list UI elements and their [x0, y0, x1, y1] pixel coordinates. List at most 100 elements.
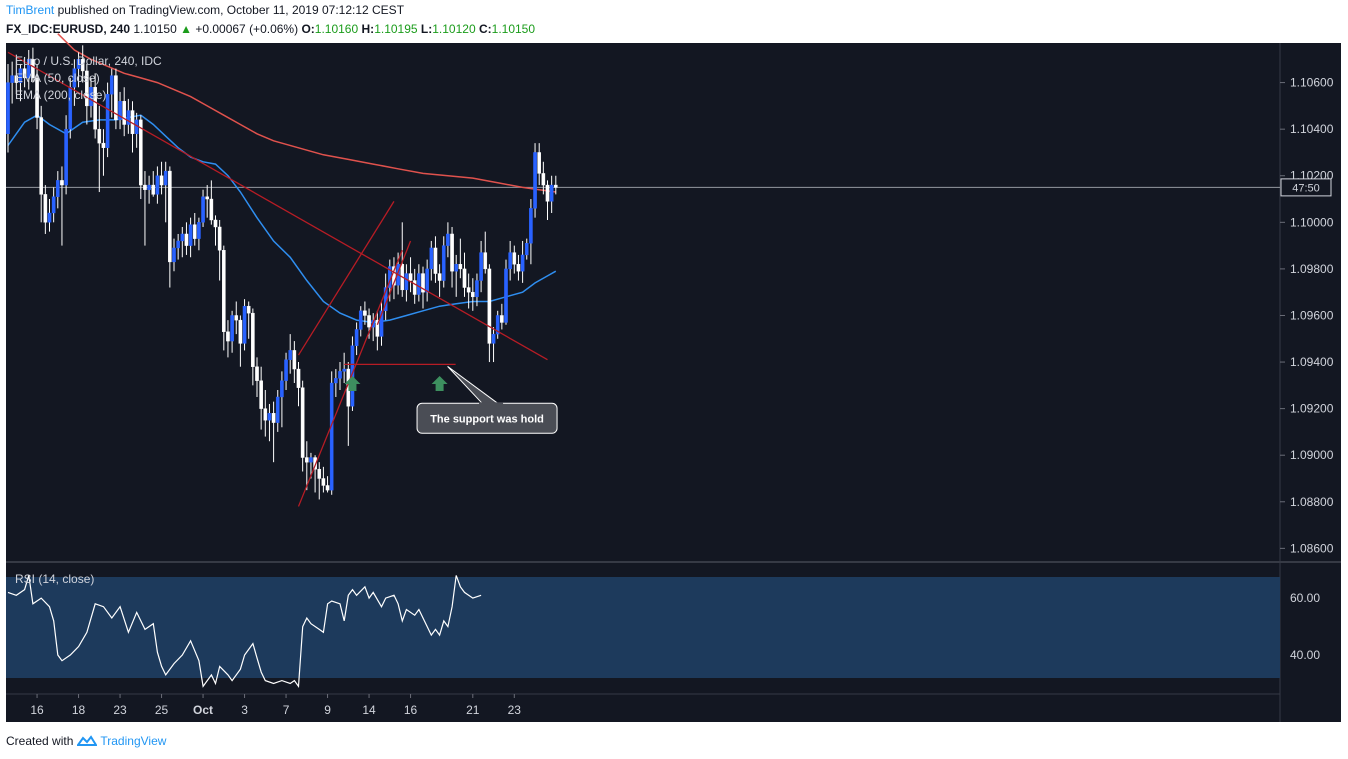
candle-up — [446, 233, 450, 246]
up-arrow-icon — [431, 376, 448, 392]
time-axis: 16 18 23 25 Oct 3 7 9 14 16 21 23 — [30, 694, 521, 717]
candle-down — [234, 315, 239, 321]
candle-up — [524, 243, 529, 256]
candle-down — [408, 273, 413, 281]
candle-down — [205, 196, 210, 200]
high-value: 1.10195 — [374, 22, 418, 36]
candle-down — [43, 194, 48, 223]
candle-down — [31, 59, 35, 79]
candle-up — [379, 310, 384, 337]
candle-down — [192, 224, 197, 239]
candle-up — [56, 180, 60, 197]
symbol-label: FX_IDC:EURUSD, 240 — [6, 22, 131, 36]
candle-up — [197, 222, 201, 239]
up-arrow-icon — [344, 376, 361, 392]
time-tick-label: 23 — [113, 703, 127, 717]
price-tick-label: 1.09600 — [1290, 308, 1334, 322]
ema50-line — [7, 114, 557, 324]
time-tick-label: 23 — [508, 703, 522, 717]
price-change: +0.00067 (+0.06%) — [195, 22, 299, 36]
close-value: 1.10150 — [491, 22, 536, 36]
candle-down — [143, 184, 147, 190]
candle-up — [176, 240, 180, 249]
time-tick-label: 18 — [72, 703, 86, 717]
candle-down — [363, 310, 367, 316]
candle-up — [275, 396, 280, 423]
candle-up — [105, 94, 110, 148]
author-link[interactable]: TimBrent — [6, 3, 55, 17]
candle-up — [230, 315, 234, 342]
candle-up — [242, 305, 247, 344]
tradingview-logo-icon — [77, 735, 98, 746]
legend-ema50: EMA (50, close) — [15, 71, 100, 85]
footer: Created with TradingView — [6, 734, 166, 748]
candle-down — [433, 247, 438, 274]
rising-channel-mid — [376, 240, 412, 326]
candle-down — [458, 264, 463, 270]
candle-up — [47, 212, 52, 223]
candle-up — [51, 196, 56, 214]
time-tick-label: 25 — [155, 703, 169, 717]
candle-down — [554, 184, 558, 188]
candle-up — [72, 68, 77, 88]
callout-text: The support was hold — [430, 413, 544, 425]
candle-down — [545, 184, 550, 202]
candle-down — [93, 87, 97, 130]
time-tick-label: 14 — [362, 703, 376, 717]
time-tick-label: 9 — [324, 703, 331, 717]
candle-up — [354, 329, 359, 346]
candle-down — [483, 252, 488, 270]
tradingview-link[interactable]: TradingView — [100, 734, 167, 748]
candle-up — [89, 87, 93, 107]
candle-up — [441, 245, 446, 281]
low-value: 1.10120 — [432, 22, 476, 36]
current-price-tag: 47:50 — [1280, 178, 1332, 197]
high-label: H: — [361, 22, 375, 36]
candle-down — [512, 252, 517, 265]
candle-up — [18, 68, 23, 83]
candle-up — [429, 247, 434, 270]
candle-down — [471, 291, 475, 298]
ema200-line — [57, 33, 556, 193]
candle-down — [325, 485, 330, 491]
candle-down — [209, 198, 214, 221]
rsi-band — [6, 577, 1280, 678]
rsi-axis: 60.00 40.00 — [1290, 591, 1320, 662]
candle-down — [97, 128, 102, 144]
callout-joint — [479, 402, 504, 406]
legend-ema200: EMA (200, close) — [15, 88, 106, 102]
candle-down — [516, 264, 521, 272]
candle-down — [296, 368, 301, 388]
time-tick-label: 16 — [404, 703, 418, 717]
candle-up — [508, 252, 512, 270]
candle-down — [321, 478, 326, 486]
candle-down — [500, 315, 504, 323]
candle-down — [421, 273, 425, 293]
candle-down — [101, 142, 106, 148]
change-up-icon: ▲ — [180, 22, 192, 36]
candle-down — [487, 268, 492, 344]
candle-down — [221, 250, 226, 332]
created-with-text: Created with — [6, 734, 74, 748]
candle-down — [462, 268, 467, 288]
price-tick-label: 1.09000 — [1290, 448, 1334, 462]
low-label: L: — [420, 22, 433, 36]
candles-layer — [6, 45, 558, 500]
candle-down — [217, 226, 222, 251]
price-tick-label: 1.10600 — [1290, 76, 1334, 90]
candle-down — [375, 319, 380, 337]
candle-up — [10, 75, 14, 83]
candle-up — [309, 457, 313, 463]
candle-up — [479, 252, 483, 281]
candle-up — [147, 184, 151, 190]
candle-down — [437, 273, 442, 281]
candle-down — [184, 233, 189, 246]
candle-down — [22, 68, 27, 79]
candle-up — [180, 233, 185, 242]
candle-down — [537, 152, 541, 174]
candle-up — [188, 224, 193, 246]
candle-down — [138, 119, 143, 186]
candle-up — [491, 333, 496, 344]
price-tick-label: 1.09800 — [1290, 262, 1334, 276]
